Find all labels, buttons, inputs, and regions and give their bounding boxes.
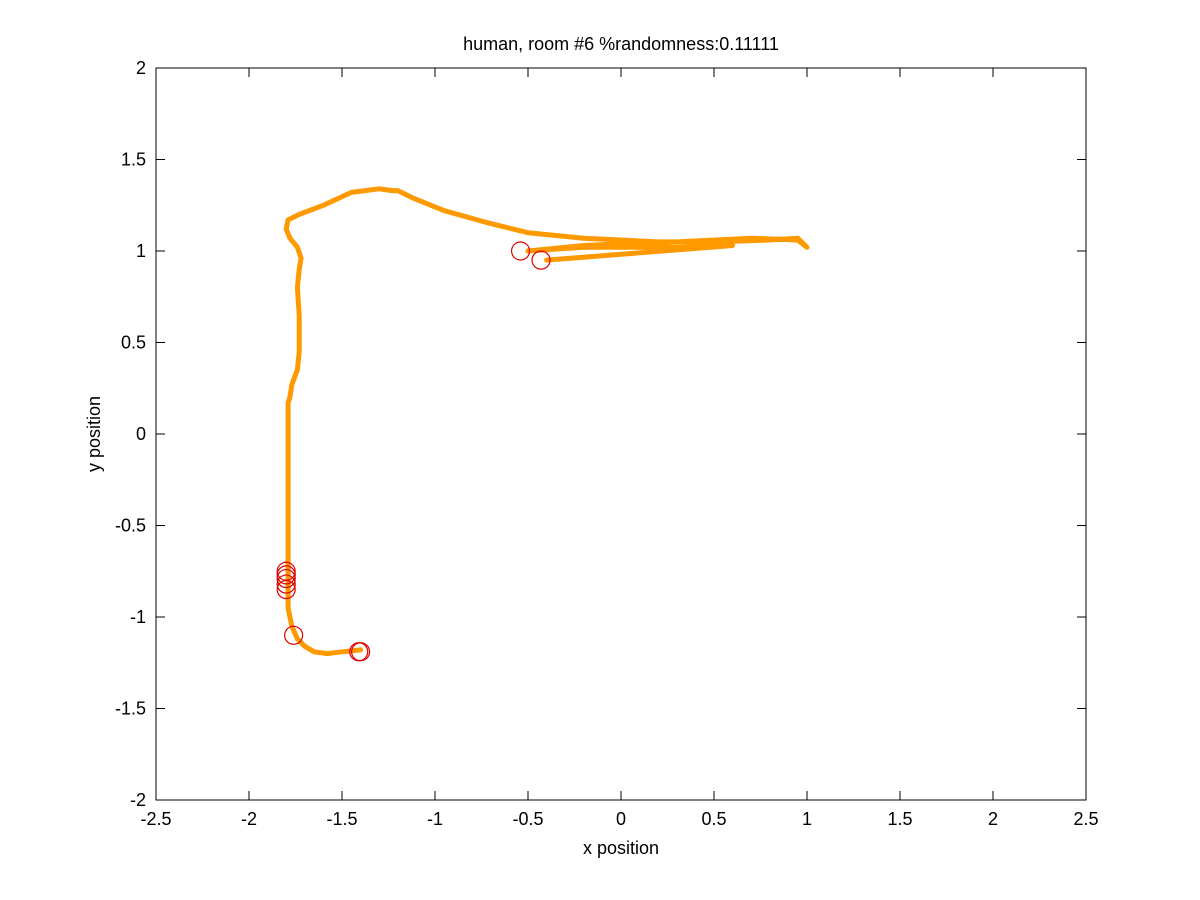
x-tick-label: -0.5 (512, 809, 543, 829)
x-tick-label: -1 (427, 809, 443, 829)
y-tick-label: 0.5 (121, 333, 146, 353)
waypoint-marker (510, 241, 531, 261)
chart-title: human, room #6 %randomness:0.11111 (463, 34, 779, 54)
axes-frame (155, 67, 1087, 801)
waypoint-marker (276, 568, 296, 589)
y-tick-label: -2 (130, 790, 146, 810)
x-tick-label: 2 (988, 809, 998, 829)
y-tick-label: 1 (136, 241, 146, 261)
axes-background (156, 68, 1086, 800)
waypoint-marker (284, 625, 304, 645)
x-tick-label: -2.5 (140, 809, 171, 829)
x-tick-label: -1.5 (326, 809, 357, 829)
x-tick-label: 0 (616, 809, 626, 829)
waypoint-marker (349, 642, 369, 662)
waypoint-marker (531, 250, 551, 270)
x-tick-label: 0.5 (701, 809, 726, 829)
y-tick-label: 2 (136, 58, 146, 78)
y-tick-label: -1.5 (115, 699, 146, 719)
y-axis-label: y position (84, 396, 104, 472)
x-tick-label: 1 (802, 809, 812, 829)
waypoint-marker (276, 565, 296, 585)
waypoint-marker (276, 574, 296, 594)
trajectory-layer (283, 186, 810, 657)
x-axis-ticks: -2.5 -2 -1.5 -1 -0.5 0 0.5 1 1.5 2 2.5 (140, 68, 1099, 829)
x-tick-label: 1.5 (887, 809, 912, 829)
waypoint-marker (276, 561, 296, 581)
y-tick-label: -0.5 (115, 516, 146, 536)
x-tick-label: -2 (241, 809, 257, 829)
y-tick-label: 0 (136, 424, 146, 444)
trajectory-line (283, 186, 810, 657)
y-tick-label: 1.5 (121, 150, 146, 170)
waypoint-markers (276, 241, 551, 662)
x-tick-label: 2.5 (1073, 809, 1098, 829)
y-axis-ticks: -2 -1.5 -1 -0.5 0 0.5 1 1.5 2 (115, 58, 1086, 810)
x-axis-label: x position (583, 838, 659, 858)
y-tick-label: -1 (130, 607, 146, 627)
